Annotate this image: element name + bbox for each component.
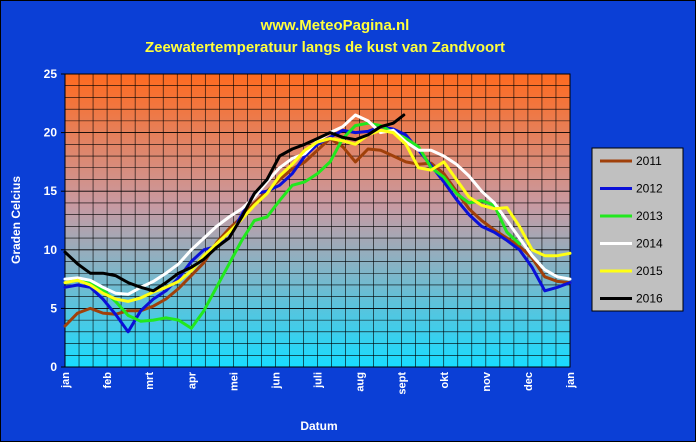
legend-box xyxy=(591,147,684,312)
series-line-2011 xyxy=(63,137,572,328)
x-tick-label: nov xyxy=(481,371,493,391)
y-tick-label: 25 xyxy=(44,67,58,81)
series-line-2015 xyxy=(63,128,572,303)
y-tick-label: 15 xyxy=(44,184,58,198)
y-tick-label: 5 xyxy=(50,301,57,315)
y-tick-label: 20 xyxy=(44,126,58,140)
series-line-2016 xyxy=(63,113,406,293)
y-tick-label: 10 xyxy=(44,243,58,257)
grid-lines xyxy=(65,74,570,367)
y-tick-label: 0 xyxy=(50,360,57,374)
x-tick-label: jan xyxy=(565,372,577,389)
chart-title: www.MeteoPagina.nl xyxy=(260,17,410,34)
x-tick-label: sept xyxy=(397,372,409,395)
x-tick-label: jan xyxy=(60,372,72,389)
legend-label-2016: 2016 xyxy=(636,292,663,306)
y-tick-labels: 0 5 10 15 20 25 xyxy=(44,67,65,374)
x-tick-label: okt xyxy=(439,372,451,389)
legend: 2011 2012 2013 2014 2015 2016 xyxy=(591,147,684,312)
legend-entries: 2011 2012 2013 2014 2015 2016 xyxy=(600,154,663,306)
x-tick-label: aug xyxy=(355,372,367,392)
x-tick-label: feb xyxy=(102,372,114,389)
x-tick-label: jun xyxy=(270,372,282,390)
legend-label-2014: 2014 xyxy=(636,237,663,251)
legend-label-2012: 2012 xyxy=(636,182,663,196)
series-lines xyxy=(63,113,572,334)
legend-label-2015: 2015 xyxy=(636,264,663,278)
x-tick-label: mrt xyxy=(144,372,156,390)
x-axis-label: Datum xyxy=(300,419,337,433)
y-axis-label: Graden Celcius xyxy=(9,176,23,264)
x-tick-label: juli xyxy=(313,372,325,389)
x-tick-label: dec xyxy=(523,372,535,391)
x-tick-label: mei xyxy=(228,372,240,391)
series-line-2012 xyxy=(63,125,572,334)
legend-label-2013: 2013 xyxy=(636,209,663,223)
chart-subtitle: Zeewatertemperatuur langs de kust van Za… xyxy=(145,39,505,56)
x-tick-labels: jan feb mrt apr mei jun juli aug sept okt nov dec ja… xyxy=(60,371,577,395)
x-tick-label: apr xyxy=(186,371,198,389)
series-line-2013 xyxy=(63,121,521,330)
legend-label-2011: 2011 xyxy=(636,154,662,168)
